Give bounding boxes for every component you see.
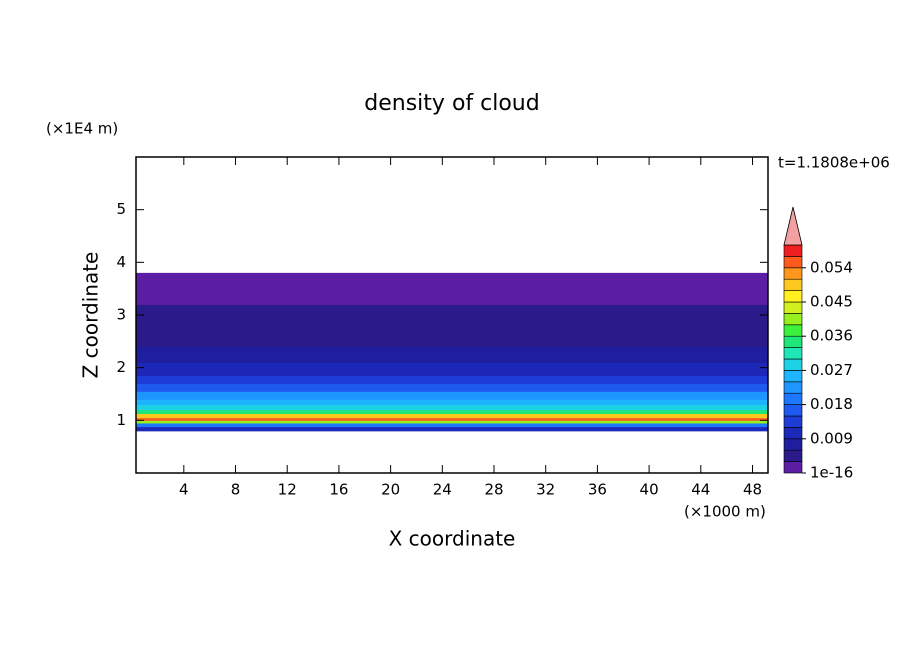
- contour-band: [136, 272, 768, 305]
- colorbar-box: [783, 449, 803, 462]
- x-tick-label: 44: [691, 481, 710, 499]
- x-tick-label: 28: [484, 481, 503, 499]
- colorbar-box: [783, 290, 803, 303]
- contour-band: [136, 422, 768, 428]
- colorbar-label: 0.054: [810, 258, 853, 276]
- colorbar-box: [783, 278, 803, 291]
- colorbar-box: [783, 335, 803, 348]
- colorbar-box: [783, 404, 803, 417]
- colorbar-box: [783, 381, 803, 394]
- x-tick-label: 24: [433, 481, 452, 499]
- colorbar-label: 0.018: [810, 395, 853, 413]
- x-tick-label: 36: [588, 481, 607, 499]
- colorbar-box: [783, 438, 803, 451]
- colorbar-box: [783, 267, 803, 280]
- colorbar-box: [783, 358, 803, 371]
- y-axis-label: Z coordinate: [79, 252, 103, 379]
- colorbar-extend: [783, 206, 803, 246]
- y-tick-label: 2: [116, 358, 126, 376]
- colorbar-box: [783, 427, 803, 440]
- time-label: t=1.1808e+06: [778, 154, 890, 172]
- colorbar-label: 0.009: [810, 429, 853, 447]
- contour-band: [136, 413, 768, 419]
- y-unit: (×1E4 m): [46, 120, 118, 138]
- colorbar-label: 1e-16: [810, 464, 853, 482]
- x-tick-label: 20: [381, 481, 400, 499]
- contour-band: [136, 362, 768, 377]
- colorbar-box: [783, 370, 803, 383]
- x-tick-label: 48: [743, 481, 762, 499]
- colorbar-label: 0.027: [810, 361, 853, 379]
- contour-band: [136, 375, 768, 384]
- x-tick-label: 32: [536, 481, 555, 499]
- colorbar-box: [783, 347, 803, 360]
- x-tick-label: 12: [278, 481, 297, 499]
- contour-band: [136, 420, 768, 424]
- chart-title: density of cloud: [364, 91, 539, 116]
- x-axis-label: X coordinate: [389, 527, 516, 551]
- colorbar-box: [783, 415, 803, 428]
- contour-band: [136, 304, 768, 327]
- x-tick-label: 8: [231, 481, 241, 499]
- x-unit: (×1000 m): [684, 503, 766, 521]
- contour-band: [136, 404, 768, 411]
- colorbar-box: [783, 461, 803, 474]
- colorbar-box: [783, 301, 803, 314]
- contour-band: [136, 426, 768, 432]
- y-tick-label: 3: [116, 306, 126, 324]
- contour-band: [136, 346, 768, 363]
- contour-band: [136, 325, 768, 348]
- colorbar-box: [783, 256, 803, 269]
- contour-band: [136, 391, 768, 400]
- colorbar-box: [783, 324, 803, 337]
- contour-band: [136, 417, 768, 421]
- y-tick-label: 5: [116, 200, 126, 218]
- y-tick-label: 4: [116, 253, 126, 271]
- x-tick-label: 40: [640, 481, 659, 499]
- contour-band: [136, 409, 768, 414]
- colorbar-box: [783, 313, 803, 326]
- x-tick-label: 4: [179, 481, 189, 499]
- colorbar-box: [783, 392, 803, 405]
- colorbar-box: [783, 244, 803, 257]
- colorbar-label: 0.036: [810, 327, 853, 345]
- contour-band: [136, 399, 768, 406]
- x-tick-label: 16: [329, 481, 348, 499]
- y-tick-label: 1: [116, 411, 126, 429]
- contour-band: [136, 383, 768, 392]
- colorbar-label: 0.045: [810, 293, 853, 311]
